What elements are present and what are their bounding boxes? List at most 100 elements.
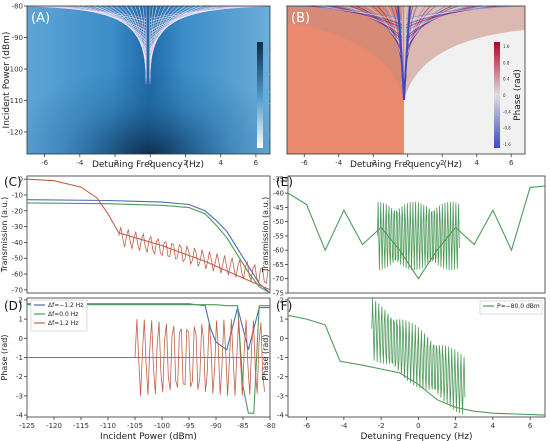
y-tick-label: -40: [273, 190, 284, 198]
y-tick-label: -70: [273, 275, 284, 283]
resonance-curve: [149, 5, 176, 66]
y-tick-label: -3: [16, 392, 23, 400]
plot-frame: [286, 5, 526, 155]
colorbar-b-tick-label: 1.6: [503, 44, 510, 49]
x-tick-label: 6: [254, 159, 259, 167]
x-tick-label: 2: [453, 422, 457, 430]
y-tick-label: -20: [12, 207, 23, 215]
y-axis-label: Phase (rad): [0, 335, 9, 381]
x-axis-label: Detuning Frequency (Hz): [360, 432, 472, 441]
x-tick-label: -80: [264, 422, 275, 430]
heatmap-a-dark-region: [27, 6, 270, 154]
resonance-curve: [284, 5, 403, 19]
panel-tag: (F): [276, 299, 292, 313]
resonance-curve: [405, 5, 490, 35]
resonance-curve: [149, 5, 242, 32]
plot-frame: [26, 5, 271, 155]
y-axis-label: Transmission (a.u.): [0, 197, 9, 274]
x-tick-label: 4: [218, 159, 223, 167]
resonance-curve: [115, 5, 147, 63]
x-tick-label: 0: [405, 159, 409, 167]
legend-box: [479, 300, 543, 315]
colorbar-b-label: Phase (rad): [513, 69, 523, 121]
x-tick-label: -2: [370, 159, 377, 167]
x-tick-label: 4: [474, 159, 479, 167]
series-line: [26, 199, 271, 294]
colorbar-b-tick-label: -0.8: [503, 126, 511, 131]
legend-label: P=−80.0 dBm: [497, 303, 540, 310]
series-line: [287, 314, 546, 416]
colorbar-a-label: Transmission (a.u.): [269, 53, 279, 139]
panel-a: Transmission (a.u.) (A) -6 -4 -2 0 2 4 6 -80 -90…: [2, 3, 279, 171]
panel-c: 0 -10 -20 -30 -40 -50 -60 -70 (C) Transmission (a…: [0, 175, 271, 294]
resonance-curve: [405, 5, 503, 29]
resonance-curve: [26, 5, 147, 19]
oscillation-trace: [371, 298, 466, 415]
y-tick-label: -110: [7, 97, 23, 105]
oscillation-trace: [118, 227, 270, 285]
panel-b-axes: -6 -4 -2 0 2 4 6: [286, 5, 526, 167]
x-tick-label: -100: [154, 422, 170, 430]
resonance-curve: [109, 5, 147, 60]
x-tick-label: 0: [148, 159, 152, 167]
x-tick-label: -6: [301, 159, 309, 167]
resonance-curve: [149, 5, 270, 19]
plot-frame: [26, 175, 271, 294]
resonance-curve: [149, 5, 235, 35]
y-tick-label: -60: [273, 247, 284, 255]
heatmap-a-resonance-fan: [26, 5, 270, 85]
y-tick-label: -45: [273, 204, 284, 212]
x-tick-label: -6: [303, 422, 311, 430]
colorbar-b: [494, 42, 500, 148]
y-tick-label: 2: [280, 296, 284, 304]
oscillation-trace: [377, 201, 460, 271]
panel-e: -35 -40 -45 -50 -55 -60 -65 -70 -75 (E) Transmissi…: [261, 175, 546, 298]
y-tick-label: -1: [277, 354, 284, 362]
resonance-curve: [371, 5, 403, 63]
colorbar-b-ticks: 1.6 0.8 0.4 0 -0.4 -0.8 -1.6: [503, 44, 511, 147]
resonance-curve: [366, 5, 403, 60]
colorbar-b-tick-label: -1.6: [503, 142, 511, 147]
x-axis-label: Incident Power (dBm): [100, 432, 197, 441]
panel-tag: (C): [4, 175, 22, 189]
resonance-curve: [405, 5, 496, 32]
resonance-curve: [405, 5, 524, 19]
panel-tag: (E): [276, 175, 293, 189]
y-tick-label: 1: [280, 316, 284, 324]
panel-d: 2 1 0 -1 -2 -3 -4 -125 -120 -115 -110 -105 -100 -95 -9…: [0, 296, 276, 441]
y-tick-label: -1: [16, 354, 23, 362]
resonance-curve: [149, 5, 181, 63]
y-tick-label: -65: [273, 261, 284, 269]
y-tick-label: -4: [16, 412, 24, 420]
y-tick-label: -80: [12, 3, 23, 11]
series-line: [27, 303, 270, 351]
y-tick-label: -35: [273, 175, 284, 183]
panel-tag: (D): [4, 299, 23, 313]
resonance-curve: [405, 5, 432, 66]
y-tick-label: -50: [273, 218, 284, 226]
y-axis-label: Phase (rad): [261, 335, 270, 381]
panel-b-tag: (B): [291, 11, 310, 26]
x-tick-label: -90: [210, 422, 221, 430]
x-tick-label: 2: [440, 159, 444, 167]
y-tick-label: -2: [277, 373, 284, 381]
x-tick-label: -95: [183, 422, 194, 430]
resonance-curve: [318, 5, 403, 35]
panel-b: 1.6 0.8 0.4 0 -0.4 -0.8 -1.6 Phase (rad) (B) -…: [284, 5, 526, 170]
x-tick-label: -120: [46, 422, 62, 430]
x-tick-label: -6: [41, 159, 49, 167]
y-tick-label: 1: [19, 316, 23, 324]
x-tick-label: -125: [19, 422, 35, 430]
resonance-curve: [376, 5, 403, 66]
y-tick-label: -10: [12, 191, 23, 199]
resonance-curve: [149, 5, 187, 60]
x-tick-label: -4: [76, 159, 84, 167]
panel-f: 2 1 0 -1 -2 -3 -4 -6 -4 -2 0 2 4 6 (F) Detuning Frequen…: [261, 296, 546, 441]
phase-jump-curve: [397, 5, 411, 101]
panel-b-xlabel: Detuning Frequency (Hz): [350, 160, 462, 170]
y-tick-label: 0: [19, 176, 23, 184]
resonance-curve: [61, 5, 147, 35]
x-tick-label: 0: [416, 422, 420, 430]
resonance-curve: [305, 5, 403, 29]
